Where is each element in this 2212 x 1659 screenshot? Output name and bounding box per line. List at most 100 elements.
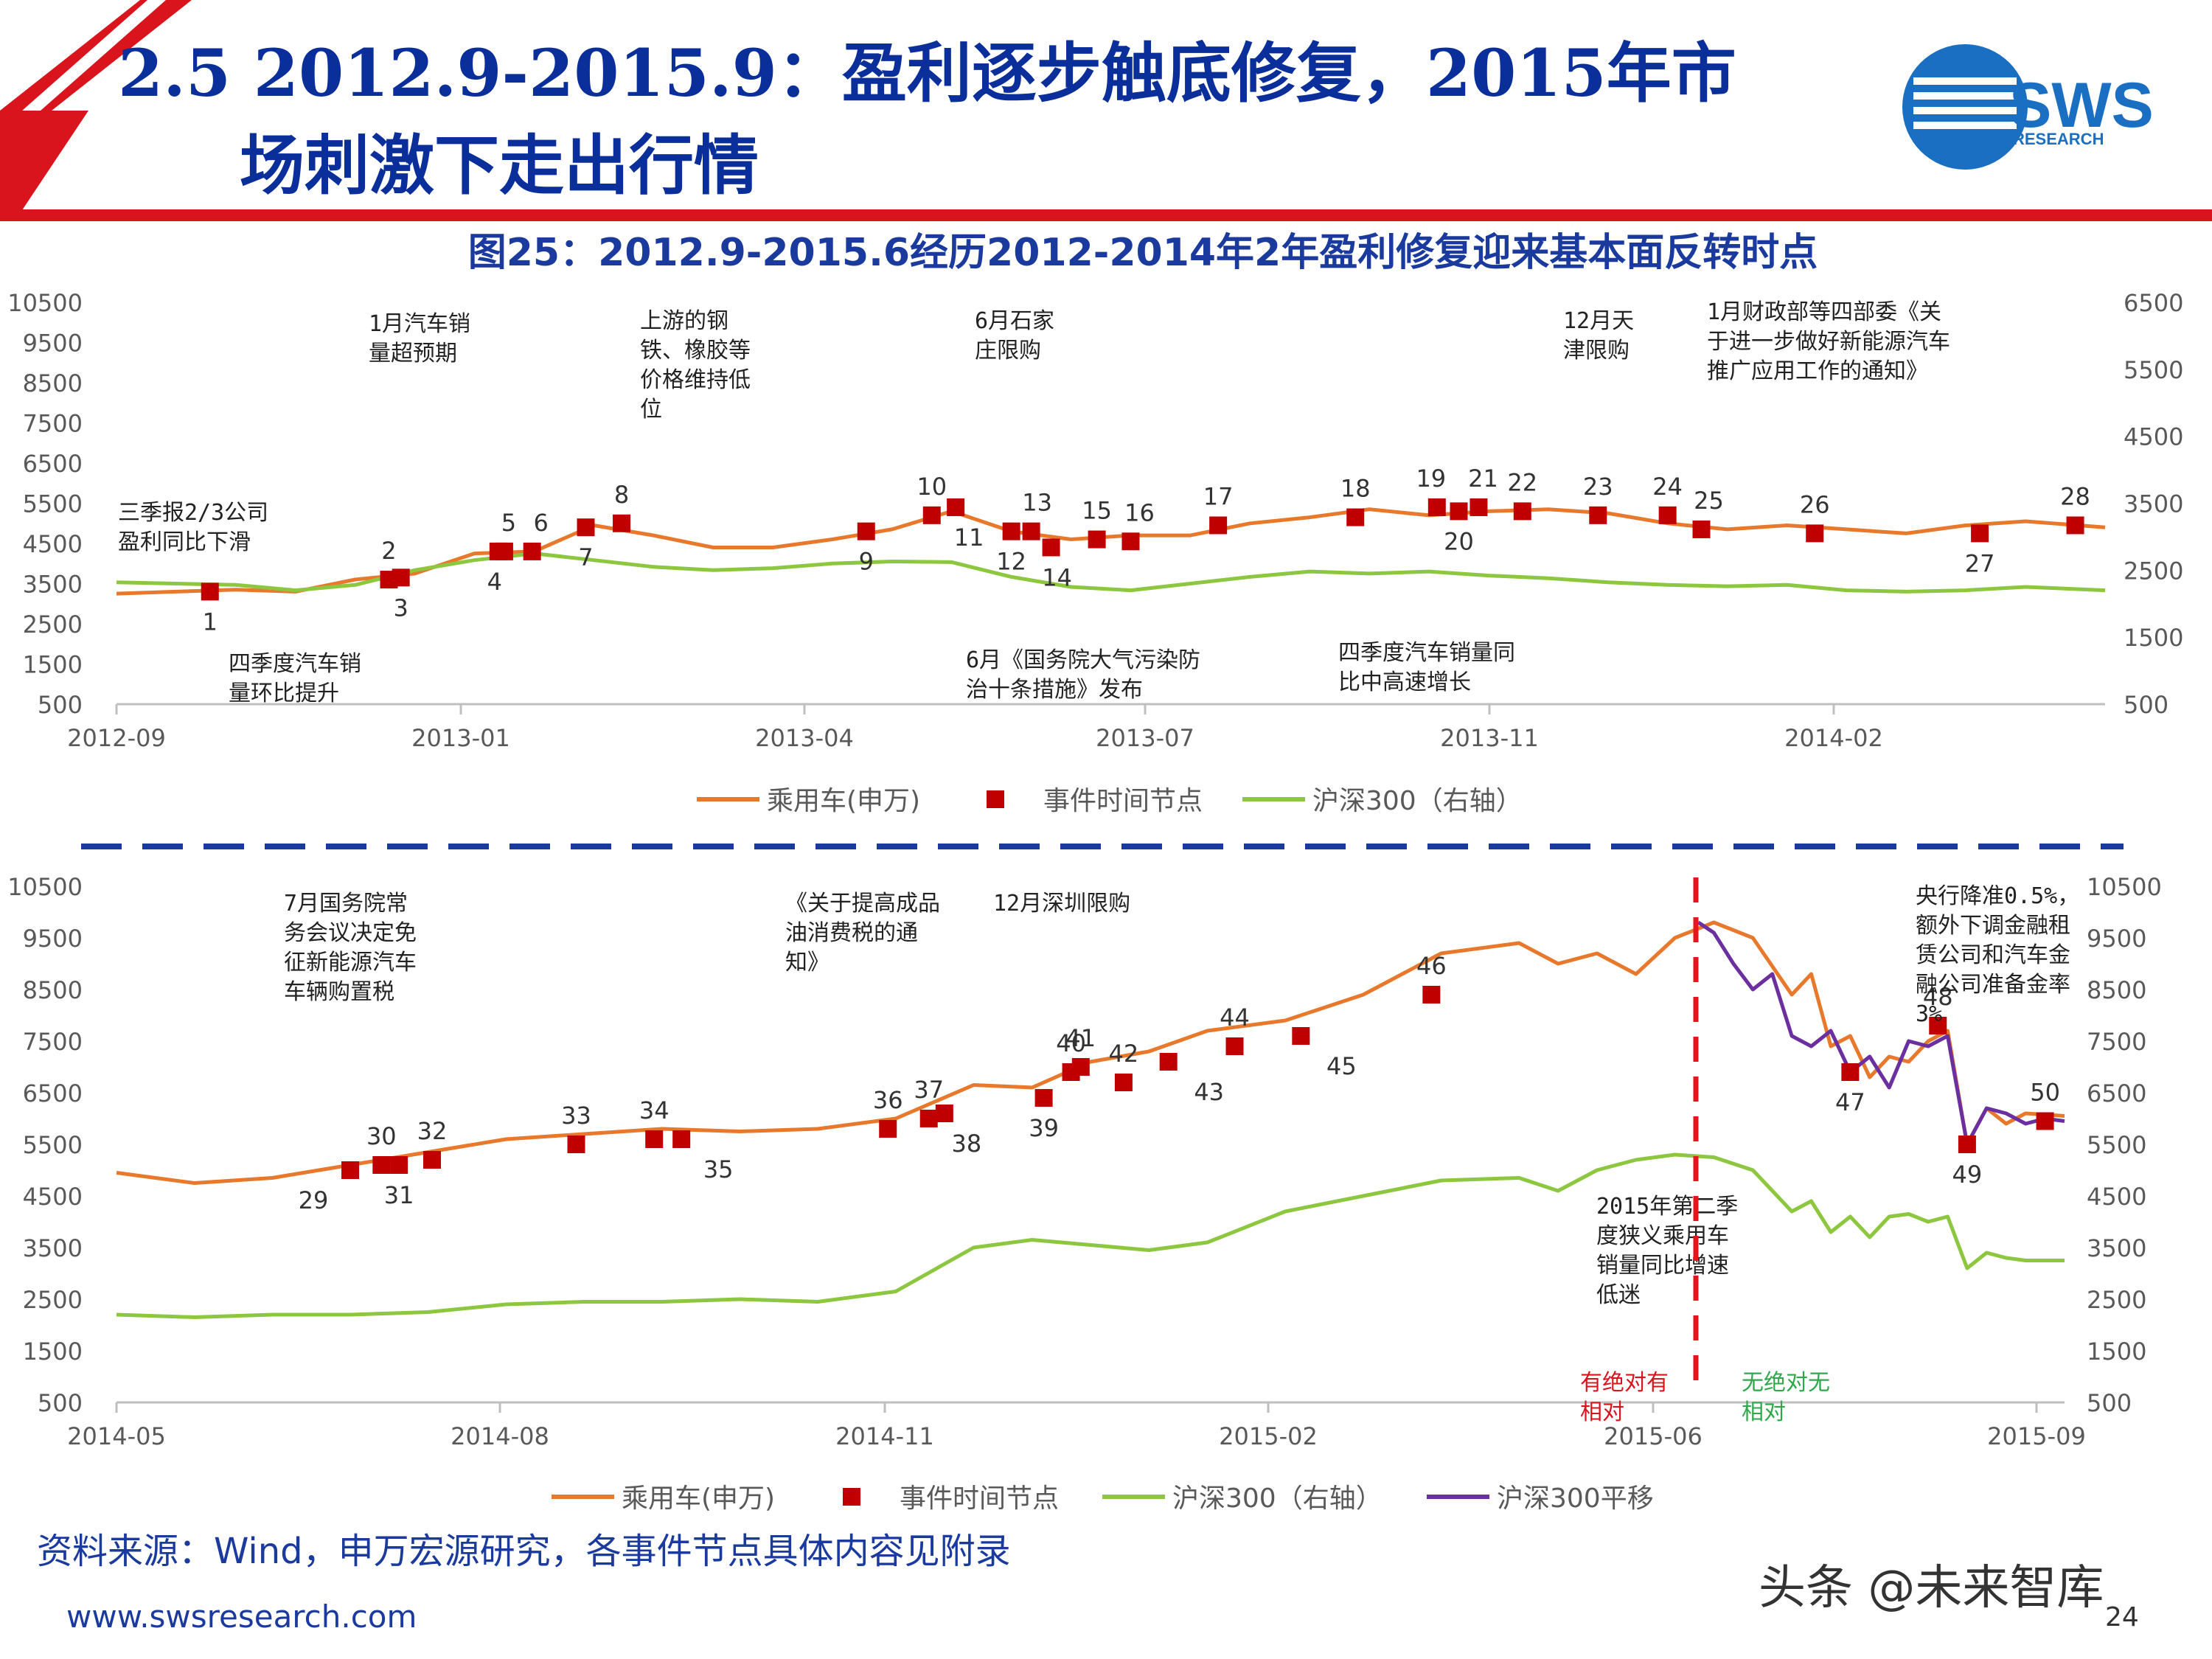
event-marker <box>1692 520 1711 538</box>
legend-entry: 乘用车(申万) <box>622 1484 775 1514</box>
left-axis-tick: 2500 <box>23 1286 83 1314</box>
event-label: 21 <box>1468 465 1498 493</box>
x-tick-label: 2013-07 <box>1096 724 1194 752</box>
event-marker <box>1450 502 1468 521</box>
left-axis-tick: 1500 <box>23 1338 83 1366</box>
legend-event-swatch <box>843 1488 860 1506</box>
left-axis-tick: 500 <box>38 1389 83 1417</box>
chart-top-legend: 乘用车(申万) 事件时间节点 沪深300（右轴） <box>697 786 1523 816</box>
header-white-chevron-lower <box>26 111 103 221</box>
chart-top-left-axis: 10500 9500 8500 7500 6500 5500 4500 3500 2500 150… <box>7 289 83 719</box>
right-axis-tick: 2500 <box>2087 1286 2146 1314</box>
event-label: 43 <box>1194 1078 1224 1106</box>
event-label: 23 <box>1583 473 1613 501</box>
event-marker <box>1971 524 1989 543</box>
chart-top-right-axis: 6500 5500 4500 3500 2500 1500 500 <box>2124 289 2183 719</box>
event-label: 16 <box>1124 498 1155 526</box>
right-axis-tick: 7500 <box>2087 1028 2146 1056</box>
event-label: 49 <box>1952 1161 1983 1189</box>
event-label: 10 <box>917 473 947 501</box>
event-label: 31 <box>384 1181 414 1209</box>
header-red-chevron <box>0 0 192 221</box>
event-label: 30 <box>366 1122 397 1150</box>
legend-entry: 事件时间节点 <box>1043 786 1203 816</box>
x-tick-label: 2015-02 <box>1219 1422 1318 1450</box>
right-axis-tick: 1500 <box>2087 1338 2146 1366</box>
x-tick-label: 2013-01 <box>411 724 510 752</box>
x-tick-label: 2014-05 <box>67 1422 166 1450</box>
right-axis-tick: 10500 <box>2087 873 2162 901</box>
event-label: 44 <box>1220 1004 1250 1032</box>
series-line-hs300_shift <box>1697 920 2065 1147</box>
event-marker <box>390 1156 408 1174</box>
event-marker <box>495 542 513 560</box>
event-annotation: 央行降准0.5%，额外下调金融租赁公司和汽车金融公司准备金率 3% <box>1916 883 2079 1027</box>
logo-subtext: RESEARCH <box>2013 130 2104 148</box>
event-marker <box>1589 506 1607 524</box>
event-label: 9 <box>859 548 874 576</box>
event-label: 28 <box>2060 482 2090 510</box>
event-label: 13 <box>1022 489 1052 517</box>
event-marker <box>1929 1017 1947 1034</box>
event-label: 19 <box>1416 465 1446 493</box>
series-line-hs300 <box>116 1152 2065 1319</box>
event-label: 4 <box>487 568 502 596</box>
watermark: 头条 @未来智库 <box>1759 1561 2104 1615</box>
chart-bottom-annotations: 7月国务院常务会议决定免征新能源汽车车辆购置税 《关于提高成品油消费税的通知》 12… <box>284 877 2079 1425</box>
website-link[interactable]: www.swsresearch.com <box>66 1599 417 1635</box>
event-marker <box>1346 508 1365 526</box>
left-axis-tick: 1500 <box>23 651 83 679</box>
left-axis-tick: 2500 <box>23 611 83 639</box>
right-axis-tick: 500 <box>2087 1389 2132 1417</box>
left-axis-tick: 10500 <box>7 289 83 317</box>
left-axis-tick: 6500 <box>23 450 83 478</box>
event-label: 11 <box>954 524 984 552</box>
event-label: 33 <box>561 1102 591 1130</box>
event-marker <box>1658 506 1677 524</box>
event-marker <box>1292 1027 1310 1045</box>
legend-entry: 沪深300（右轴） <box>1172 1484 1382 1514</box>
event-marker <box>613 514 631 532</box>
event-label: 2 <box>381 537 396 565</box>
series-line-car <box>116 920 2065 1185</box>
right-axis-tick: 8500 <box>2087 976 2146 1004</box>
left-axis-tick: 7500 <box>23 1028 83 1056</box>
legend-entry: 乘用车(申万) <box>767 786 920 816</box>
event-marker <box>1042 538 1060 557</box>
event-label: 6 <box>533 509 548 537</box>
x-tick-label: 2015-09 <box>1987 1422 2086 1450</box>
event-marker <box>879 1120 897 1138</box>
event-marker <box>1806 524 1824 543</box>
event-label: 27 <box>1965 549 1995 577</box>
event-label: 24 <box>1652 473 1683 501</box>
event-annotation: 12月天津限购 <box>1563 308 1634 364</box>
event-marker <box>1002 522 1020 540</box>
left-axis-tick: 8500 <box>23 976 83 1004</box>
event-marker <box>1088 530 1106 549</box>
event-marker <box>372 1156 391 1174</box>
left-axis-tick: 8500 <box>23 369 83 397</box>
x-tick-label: 2015-06 <box>1604 1422 1703 1450</box>
event-marker <box>1841 1063 1860 1081</box>
figure-title: 图25：2012.9-2015.6经历2012-2014年2年盈利修复迎来基本面… <box>468 231 1818 275</box>
event-marker <box>567 1135 585 1153</box>
chart-bottom-series <box>116 920 2065 1319</box>
chart-bottom-legend: 乘用车(申万) 事件时间节点 沪深300（右轴） 沪深300平移 <box>552 1484 1654 1514</box>
event-label: 25 <box>1694 487 1724 515</box>
event-label: 8 <box>614 481 629 509</box>
left-axis-tick: 500 <box>38 691 83 719</box>
event-annotation: 1月汽车销量超预期 <box>369 311 470 366</box>
event-label: 39 <box>1029 1114 1059 1142</box>
event-label: 40 <box>1056 1029 1086 1057</box>
event-label: 22 <box>1507 468 1537 496</box>
event-label: 18 <box>1340 475 1371 503</box>
event-marker <box>1022 522 1040 540</box>
chart-bottom: 10500 9500 8500 7500 6500 5500 4500 3500 2500 150… <box>7 873 2162 1514</box>
event-marker <box>935 1105 953 1122</box>
event-marker <box>392 568 410 587</box>
event-marker <box>1034 1089 1053 1107</box>
right-axis-tick: 1500 <box>2124 624 2183 652</box>
event-marker <box>1114 1074 1133 1091</box>
event-label: 1 <box>203 608 218 636</box>
